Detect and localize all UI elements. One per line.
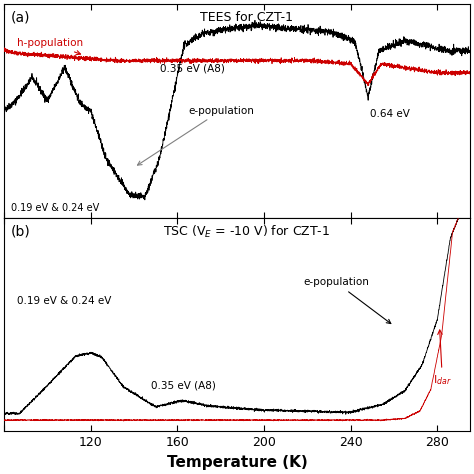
Text: I$_{dar}$: I$_{dar}$ <box>433 330 452 386</box>
Text: e-population: e-population <box>303 277 391 324</box>
Text: (a): (a) <box>11 10 31 25</box>
Text: 0.19 eV & 0.24 eV: 0.19 eV & 0.24 eV <box>10 203 99 213</box>
Text: TEES for CZT-1: TEES for CZT-1 <box>200 10 293 24</box>
Text: (b): (b) <box>11 224 31 238</box>
Text: 0.35 eV (A8): 0.35 eV (A8) <box>152 380 216 390</box>
Text: 0.64 eV: 0.64 eV <box>370 109 410 119</box>
Text: TSC (V$_E$ = -10 V) for CZT-1: TSC (V$_E$ = -10 V) for CZT-1 <box>163 224 330 240</box>
Text: 0.35 eV (A8): 0.35 eV (A8) <box>160 64 225 73</box>
Text: 0.19 eV & 0.24 eV: 0.19 eV & 0.24 eV <box>17 296 111 306</box>
Text: e-population: e-population <box>137 106 254 165</box>
Text: h-population: h-population <box>17 38 83 55</box>
X-axis label: Temperature (K): Temperature (K) <box>167 455 307 470</box>
